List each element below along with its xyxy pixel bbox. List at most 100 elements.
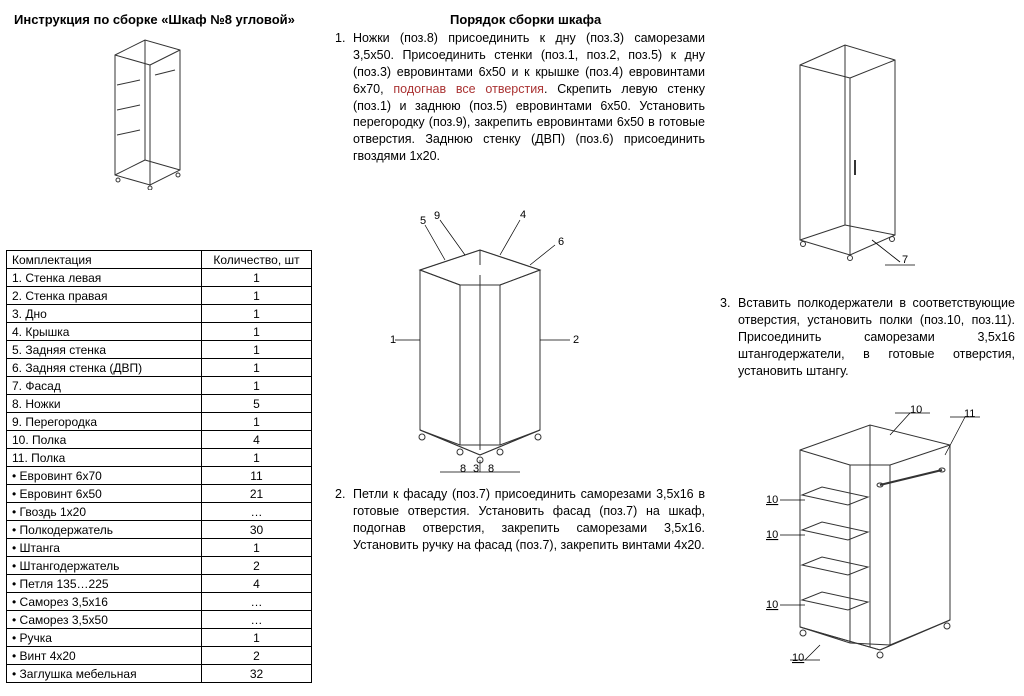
part-name: 4. Крышка bbox=[7, 323, 202, 341]
part-qty: 1 bbox=[202, 413, 312, 431]
step-1-red: подогнав все отверстия bbox=[393, 82, 544, 96]
table-row: • Ручка1 bbox=[7, 629, 312, 647]
part-name: • Винт 4х20 bbox=[7, 647, 202, 665]
col-header-name: Комплектация bbox=[7, 251, 202, 269]
callout-8a: 8 bbox=[460, 463, 466, 475]
part-name: • Штангодержатель bbox=[7, 557, 202, 575]
table-row: 1. Стенка левая1 bbox=[7, 269, 312, 287]
table-row: 7. Фасад1 bbox=[7, 377, 312, 395]
part-qty: 1 bbox=[202, 305, 312, 323]
callout-7: 7 bbox=[902, 254, 908, 266]
part-qty: 30 bbox=[202, 521, 312, 539]
step-2-num: 2. bbox=[335, 486, 353, 503]
table-row: 6. Задняя стенка (ДВП)1 bbox=[7, 359, 312, 377]
step-3-text: Вставить полкодержатели в соответствующи… bbox=[738, 295, 1015, 379]
table-row: • Саморез 3,5х16… bbox=[7, 593, 312, 611]
part-name: 1. Стенка левая bbox=[7, 269, 202, 287]
table-row: • Петля 135…2254 bbox=[7, 575, 312, 593]
table-row: • Евровинт 6х5021 bbox=[7, 485, 312, 503]
part-name: 11. Полка bbox=[7, 449, 202, 467]
part-qty: 4 bbox=[202, 575, 312, 593]
part-qty: 1 bbox=[202, 359, 312, 377]
part-name: • Евровинт 6х50 bbox=[7, 485, 202, 503]
part-qty: 4 bbox=[202, 431, 312, 449]
part-name: 2. Стенка правая bbox=[7, 287, 202, 305]
step-3: 3.Вставить полкодержатели в соответствую… bbox=[720, 295, 1015, 379]
table-row: • Полкодержатель30 bbox=[7, 521, 312, 539]
step-2-text: Петли к фасаду (поз.7) присоединить само… bbox=[353, 486, 705, 554]
col-header-qty: Количество, шт bbox=[202, 251, 312, 269]
part-name: 9. Перегородка bbox=[7, 413, 202, 431]
table-row: 11. Полка1 bbox=[7, 449, 312, 467]
part-name: • Гвоздь 1х20 bbox=[7, 503, 202, 521]
callout-10e: 10 bbox=[792, 652, 804, 664]
part-qty: 1 bbox=[202, 539, 312, 557]
callout-10a: 10 bbox=[910, 405, 922, 416]
part-qty: 32 bbox=[202, 665, 312, 683]
table-row: • Штанга1 bbox=[7, 539, 312, 557]
part-qty: 1 bbox=[202, 341, 312, 359]
table-row: • Евровинт 6х7011 bbox=[7, 467, 312, 485]
figure-step3-interior: 10 11 10 10 10 10 bbox=[750, 405, 990, 665]
part-name: 5. Задняя стенка bbox=[7, 341, 202, 359]
part-qty: … bbox=[202, 611, 312, 629]
table-row: 8. Ножки5 bbox=[7, 395, 312, 413]
part-name: • Ручка bbox=[7, 629, 202, 647]
step-1: 1.Ножки (поз.8) присоединить к дну (поз.… bbox=[335, 30, 705, 165]
table-row: • Саморез 3,5х50… bbox=[7, 611, 312, 629]
callout-9: 9 bbox=[434, 210, 440, 222]
parts-table: Комплектация Количество, шт 1. Стенка ле… bbox=[6, 250, 312, 683]
callout-10c: 10 bbox=[766, 529, 778, 541]
part-qty: 2 bbox=[202, 647, 312, 665]
part-name: • Петля 135…225 bbox=[7, 575, 202, 593]
table-row: • Винт 4х202 bbox=[7, 647, 312, 665]
figure-intro bbox=[100, 30, 200, 190]
table-row: • Заглушка мебельная32 bbox=[7, 665, 312, 683]
part-qty: 1 bbox=[202, 323, 312, 341]
callout-10b: 10 bbox=[766, 494, 778, 506]
part-qty: … bbox=[202, 503, 312, 521]
callout-6: 6 bbox=[558, 236, 564, 248]
part-qty: 2 bbox=[202, 557, 312, 575]
table-header-row: Комплектация Количество, шт bbox=[7, 251, 312, 269]
callout-11: 11 bbox=[964, 408, 975, 420]
callout-4: 4 bbox=[520, 210, 526, 221]
callout-5: 5 bbox=[420, 215, 426, 227]
part-name: • Евровинт 6х70 bbox=[7, 467, 202, 485]
part-qty: 11 bbox=[202, 467, 312, 485]
part-name: 8. Ножки bbox=[7, 395, 202, 413]
part-qty: 1 bbox=[202, 449, 312, 467]
part-name: 6. Задняя стенка (ДВП) bbox=[7, 359, 202, 377]
table-row: • Гвоздь 1х20… bbox=[7, 503, 312, 521]
callout-2: 2 bbox=[573, 334, 579, 346]
title-center: Порядок сборки шкафа bbox=[450, 12, 601, 27]
part-qty: … bbox=[202, 593, 312, 611]
part-name: • Саморез 3,5х50 bbox=[7, 611, 202, 629]
part-qty: 1 bbox=[202, 377, 312, 395]
table-row: 4. Крышка1 bbox=[7, 323, 312, 341]
table-row: • Штангодержатель2 bbox=[7, 557, 312, 575]
part-qty: 1 bbox=[202, 269, 312, 287]
part-name: • Штанга bbox=[7, 539, 202, 557]
part-name: 7. Фасад bbox=[7, 377, 202, 395]
table-row: 2. Стенка правая1 bbox=[7, 287, 312, 305]
part-name: 10. Полка bbox=[7, 431, 202, 449]
step-2: 2.Петли к фасаду (поз.7) присоединить са… bbox=[335, 486, 705, 554]
part-qty: 1 bbox=[202, 629, 312, 647]
figure-step1-assembly: 1 2 3 4 5 6 8 8 9 bbox=[370, 210, 590, 480]
part-name: • Полкодержатель bbox=[7, 521, 202, 539]
table-row: 5. Задняя стенка1 bbox=[7, 341, 312, 359]
part-name: • Саморез 3,5х16 bbox=[7, 593, 202, 611]
step-1-num: 1. bbox=[335, 30, 353, 47]
table-row: 10. Полка4 bbox=[7, 431, 312, 449]
figure-step2-cabinet: 7 bbox=[780, 30, 920, 270]
callout-3: 3 bbox=[473, 463, 479, 475]
part-name: 3. Дно bbox=[7, 305, 202, 323]
step-3-num: 3. bbox=[720, 295, 738, 312]
part-qty: 1 bbox=[202, 287, 312, 305]
callout-10d: 10 bbox=[766, 599, 778, 611]
title-left: Инструкция по сборке «Шкаф №8 угловой» bbox=[14, 12, 295, 27]
part-name: • Заглушка мебельная bbox=[7, 665, 202, 683]
table-row: 3. Дно1 bbox=[7, 305, 312, 323]
callout-8b: 8 bbox=[488, 463, 494, 475]
